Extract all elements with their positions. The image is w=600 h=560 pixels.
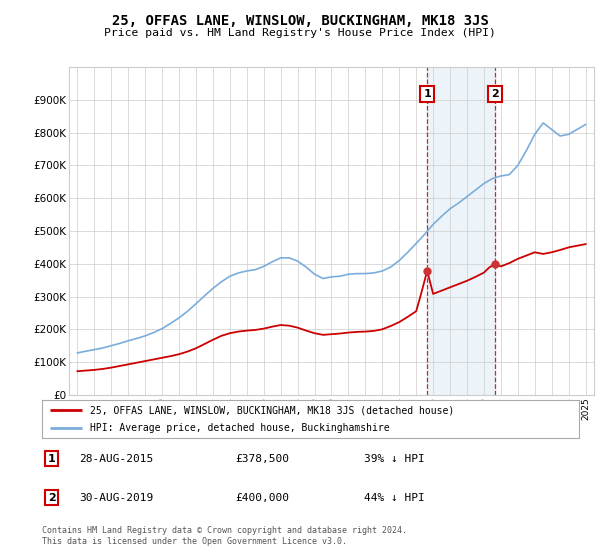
Text: Contains HM Land Registry data © Crown copyright and database right 2024.
This d: Contains HM Land Registry data © Crown c… xyxy=(42,526,407,546)
Text: £400,000: £400,000 xyxy=(235,493,289,503)
Text: HPI: Average price, detached house, Buckinghamshire: HPI: Average price, detached house, Buck… xyxy=(91,423,390,433)
Text: 25, OFFAS LANE, WINSLOW, BUCKINGHAM, MK18 3JS (detached house): 25, OFFAS LANE, WINSLOW, BUCKINGHAM, MK1… xyxy=(91,405,455,415)
Text: 25, OFFAS LANE, WINSLOW, BUCKINGHAM, MK18 3JS: 25, OFFAS LANE, WINSLOW, BUCKINGHAM, MK1… xyxy=(112,14,488,28)
Text: £378,500: £378,500 xyxy=(235,454,289,464)
Text: 1: 1 xyxy=(48,454,56,464)
Text: 39% ↓ HPI: 39% ↓ HPI xyxy=(364,454,425,464)
Bar xyxy=(427,67,495,395)
Text: 2: 2 xyxy=(491,89,499,99)
Text: 44% ↓ HPI: 44% ↓ HPI xyxy=(364,493,425,503)
Text: 1: 1 xyxy=(424,89,431,99)
Text: Price paid vs. HM Land Registry's House Price Index (HPI): Price paid vs. HM Land Registry's House … xyxy=(104,28,496,38)
Text: 30-AUG-2019: 30-AUG-2019 xyxy=(80,493,154,503)
Text: 2: 2 xyxy=(48,493,56,503)
Text: 28-AUG-2015: 28-AUG-2015 xyxy=(80,454,154,464)
